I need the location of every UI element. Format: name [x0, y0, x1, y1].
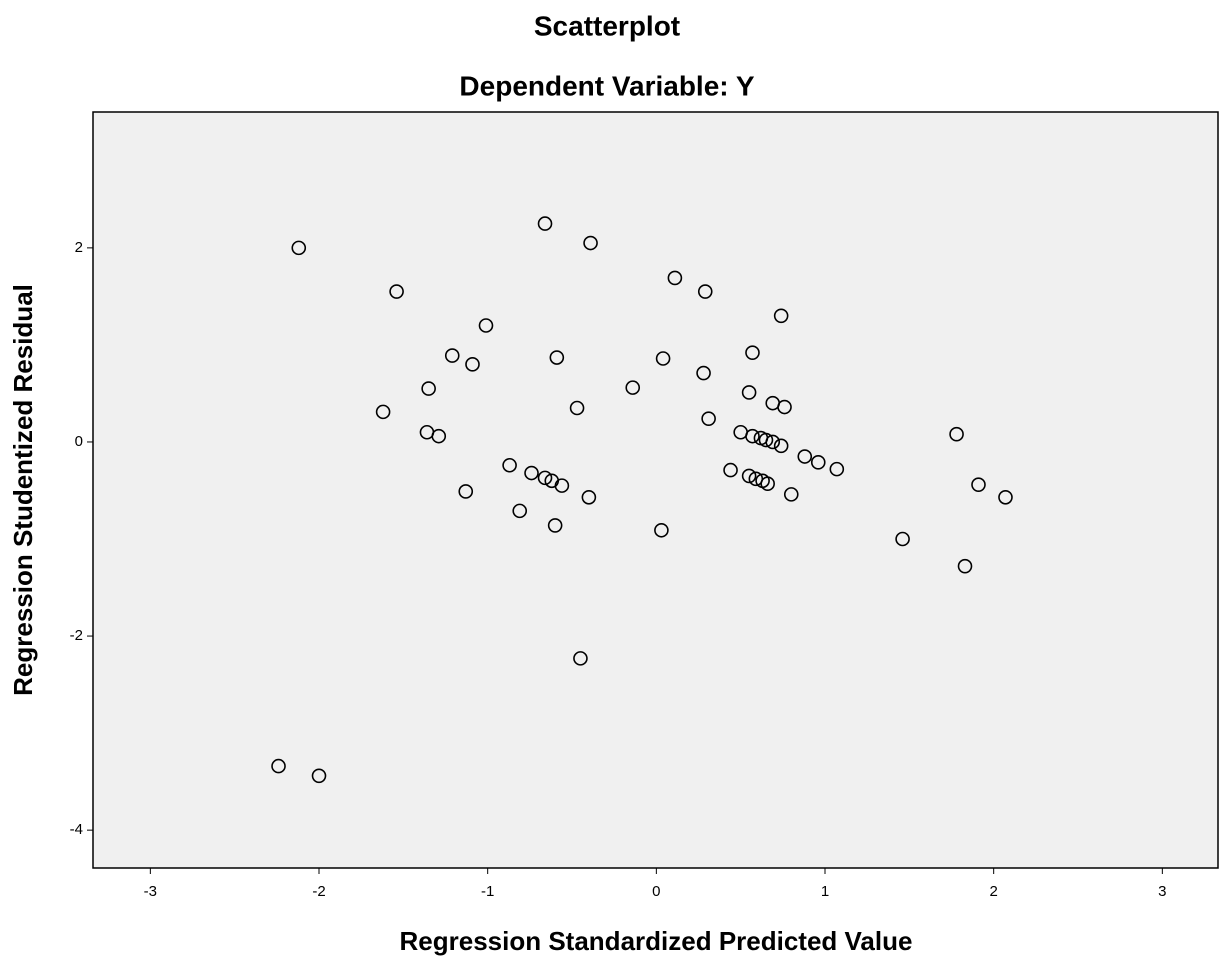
- chart: Scatterplot Dependent Variable: Y Regres…: [0, 0, 1222, 960]
- chart-subtitle: Dependent Variable: Y: [459, 70, 754, 101]
- y-tick-label: 2: [75, 239, 83, 256]
- y-tick-label: -2: [70, 627, 83, 644]
- x-tick-label: 2: [990, 883, 998, 900]
- x-tick-label: 1: [821, 883, 829, 900]
- y-tick-label: -4: [70, 821, 83, 838]
- x-tick-label: -3: [144, 883, 157, 900]
- page: Scatterplot Dependent Variable: Y Regres…: [0, 0, 1222, 960]
- x-tick-label: 3: [1158, 883, 1166, 900]
- y-tick-label: 0: [75, 433, 83, 450]
- x-tick-label: -2: [312, 883, 325, 900]
- plot-area: [93, 112, 1218, 868]
- y-axis-label: Regression Studentized Residual: [8, 284, 38, 696]
- x-tick-label: -1: [481, 883, 494, 900]
- x-axis-label: Regression Standardized Predicted Value: [400, 926, 913, 956]
- x-tick-label: 0: [652, 883, 660, 900]
- chart-title: Scatterplot: [534, 10, 680, 41]
